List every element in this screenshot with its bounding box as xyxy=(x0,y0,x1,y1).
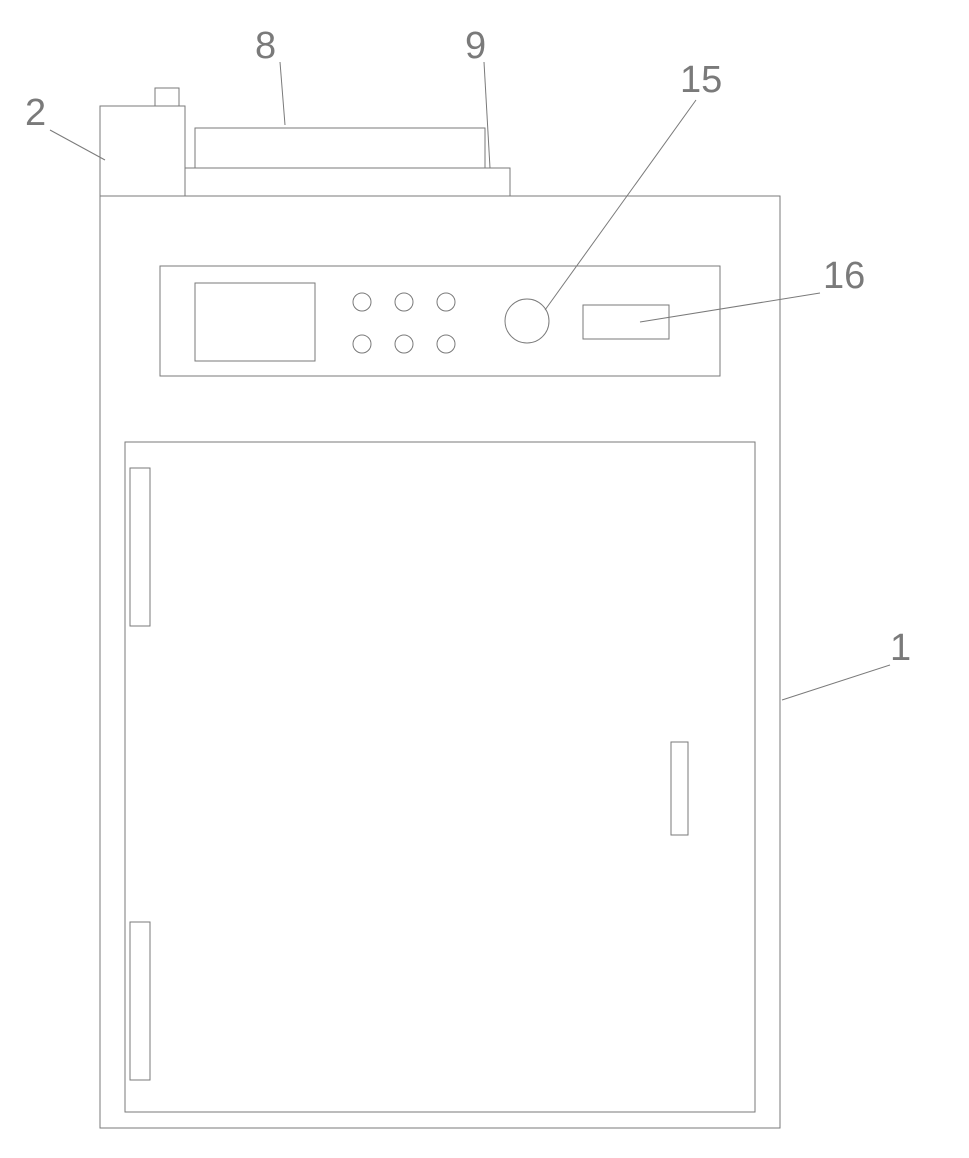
leader-line-8 xyxy=(280,62,285,125)
label-15: 15 xyxy=(680,59,722,101)
label-1: 1 xyxy=(890,627,911,669)
hinge-bottom xyxy=(130,922,150,1080)
control-dial xyxy=(505,299,549,343)
leader-line-2 xyxy=(50,130,105,160)
door-handle xyxy=(671,742,688,835)
control-button-4 xyxy=(395,335,413,353)
control-button-3 xyxy=(353,335,371,353)
leader-line-16 xyxy=(640,293,820,322)
control-button-1 xyxy=(395,293,413,311)
label-8: 8 xyxy=(255,25,276,67)
control-button-0 xyxy=(353,293,371,311)
hinge-top xyxy=(130,468,150,626)
leader-line-15 xyxy=(545,100,696,310)
technical-diagram: 2 8 9 15 16 1 xyxy=(0,0,969,1158)
label-16: 16 xyxy=(823,255,865,297)
control-screen xyxy=(195,283,315,361)
control-indicator xyxy=(583,305,669,339)
motor-box xyxy=(100,106,185,196)
motor-cap xyxy=(155,88,179,106)
cabinet-body xyxy=(100,196,780,1128)
control-button-2 xyxy=(437,293,455,311)
top-plate-inner xyxy=(195,128,485,168)
label-2: 2 xyxy=(25,92,46,134)
label-9: 9 xyxy=(465,25,486,67)
control-button-5 xyxy=(437,335,455,353)
door xyxy=(125,442,755,1112)
leader-line-1 xyxy=(782,665,890,700)
top-plate-outer xyxy=(185,168,510,196)
